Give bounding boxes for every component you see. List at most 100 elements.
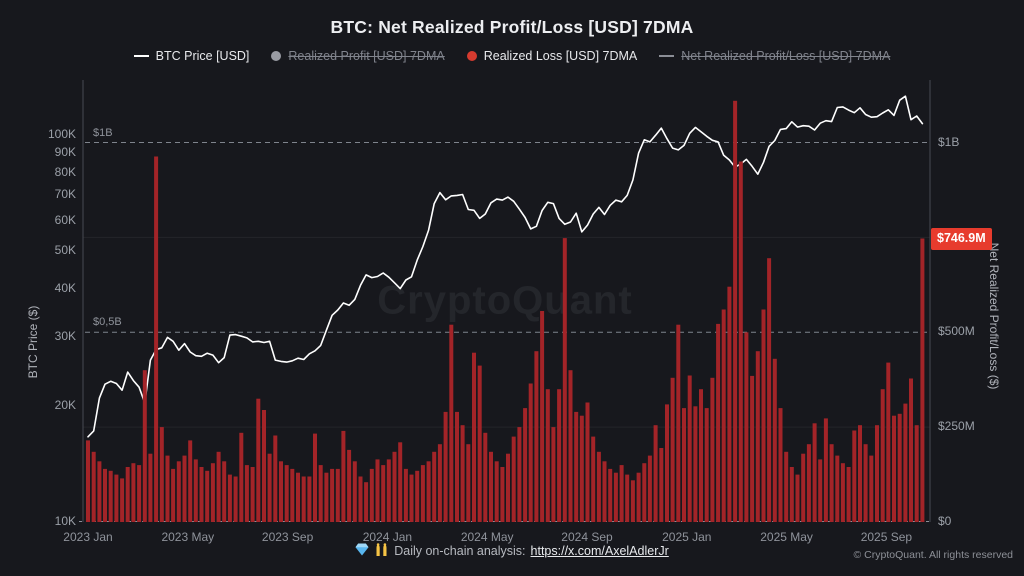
realized-loss-bar <box>494 461 499 522</box>
left-axis-tick: 50K <box>54 243 76 258</box>
realized-loss-bar <box>216 451 221 522</box>
cryptoquant-watermark: CryptoQuant <box>377 278 633 323</box>
legend-item-realized-profit[interactable]: Realized Profit [USD] 7DMA <box>271 49 445 63</box>
realized-loss-bar <box>182 455 187 522</box>
left-axis-tick: 70K <box>54 186 76 201</box>
realized-loss-bar <box>704 408 709 522</box>
realized-loss-bar <box>301 476 306 522</box>
left-axis-tick: 20K <box>54 397 76 412</box>
realized-loss-bar <box>466 444 471 522</box>
realized-loss-bar <box>608 468 613 522</box>
line-marker-icon <box>133 55 149 57</box>
realized-loss-bar <box>432 451 437 522</box>
realized-loss-bar <box>914 425 919 522</box>
realized-loss-bar <box>699 389 703 522</box>
realized-loss-bar <box>818 459 823 522</box>
realized-loss-bar <box>86 440 90 522</box>
realized-loss-bar <box>727 286 732 522</box>
realized-loss-bar <box>409 474 414 522</box>
realized-loss-bar <box>801 453 806 522</box>
realized-loss-bar <box>568 370 573 522</box>
right-axis-tick: $500M <box>938 324 975 339</box>
realized-loss-bar <box>403 468 408 522</box>
realized-loss-bar <box>755 351 760 522</box>
realized-loss-bar <box>188 440 193 522</box>
realized-loss-bar <box>341 430 346 522</box>
realized-loss-bar <box>852 430 857 522</box>
realized-loss-bar <box>222 461 227 522</box>
realized-loss-bar <box>148 453 153 522</box>
right-axis-tick: $1B <box>938 134 960 149</box>
realized-loss-bar <box>591 436 596 522</box>
realized-loss-bar <box>523 408 528 522</box>
realized-loss-bar <box>455 411 459 522</box>
realized-loss-bar <box>784 451 789 522</box>
realized-loss-bar <box>716 323 721 522</box>
realized-loss-bar <box>114 474 119 522</box>
realized-loss-bar <box>880 389 885 522</box>
realized-loss-bar <box>335 468 340 522</box>
realized-loss-bar <box>892 415 896 522</box>
realized-loss-bar <box>693 406 698 522</box>
realized-loss-bar <box>443 411 448 522</box>
realized-loss-bar <box>767 258 772 522</box>
realized-loss-bar <box>131 463 136 522</box>
chart-title: BTC: Net Realized Profit/Loss [USD] 7DMA <box>330 17 694 37</box>
realized-loss-bar <box>761 309 766 522</box>
left-axis-tick: 30K <box>54 329 76 344</box>
legend-label: Realized Loss [USD] 7DMA <box>483 49 638 63</box>
realized-loss-bar <box>103 468 107 522</box>
realized-loss-bar <box>154 156 159 522</box>
realized-loss-bar <box>574 411 579 522</box>
realized-loss-bar <box>91 451 96 522</box>
legend-item-btc-price[interactable]: BTC Price [USD] <box>133 49 250 63</box>
realized-loss-bar <box>676 324 681 522</box>
x-axis-tick: 2025 Sep <box>860 530 913 544</box>
realized-loss-bar <box>392 451 397 522</box>
legend-item-realized-loss[interactable]: Realized Loss [USD] 7DMA <box>466 49 638 63</box>
annotation-label: $1B <box>93 126 113 139</box>
realized-loss-bar <box>665 404 669 522</box>
btc-price-line <box>87 95 924 438</box>
realized-loss-bar <box>920 238 925 522</box>
left-axis-tick: 10K <box>54 514 76 528</box>
legend-item-net-realized[interactable]: Net Realized Profit/Loss [USD] 7DMA <box>659 49 890 63</box>
realized-loss-bar <box>449 324 454 522</box>
realized-loss-bar <box>489 451 493 522</box>
realized-loss-bar <box>176 461 181 522</box>
realized-loss-bar <box>625 474 630 522</box>
right-axis-tick: $0 <box>938 514 952 528</box>
realized-loss-bar <box>239 432 244 522</box>
realized-loss-bar <box>330 468 335 522</box>
footer-link[interactable]: https://x.com/AxelAdlerJr <box>530 544 669 558</box>
last-value-badge: $746.9M <box>931 227 992 250</box>
realized-loss-bar <box>682 408 686 522</box>
x-axis-tick: 2023 Jan <box>63 530 113 544</box>
realized-loss-bar <box>744 332 749 523</box>
realized-loss-bar <box>596 451 601 522</box>
x-axis-tick: 2024 May <box>460 530 514 544</box>
realized-loss-bar <box>273 435 278 522</box>
legend-label: BTC Price [USD] <box>155 49 250 63</box>
realized-loss-bar <box>97 461 102 522</box>
realized-loss-bar <box>636 472 641 522</box>
dot-marker-icon <box>271 51 282 61</box>
realized-loss-bar <box>227 474 232 522</box>
realized-loss-bar <box>398 442 403 522</box>
realized-loss-bar <box>642 463 647 522</box>
realized-loss-bar <box>778 408 783 522</box>
raised-hands-emoji-icon <box>374 543 389 559</box>
realized-loss-bar <box>307 476 312 522</box>
x-axis-tick: 2025 Jan <box>662 530 712 544</box>
realized-loss-bar <box>318 465 323 522</box>
realized-loss-bar <box>647 455 652 522</box>
left-axis-tick: 40K <box>54 281 76 295</box>
realized-loss-bar <box>500 467 505 522</box>
realized-loss-bar <box>296 472 300 522</box>
realized-loss-bar <box>653 425 658 522</box>
realized-loss-bar <box>517 427 522 522</box>
realized-loss-bar <box>585 402 590 522</box>
realized-loss-bar <box>460 425 465 522</box>
realized-loss-bar <box>789 467 794 522</box>
